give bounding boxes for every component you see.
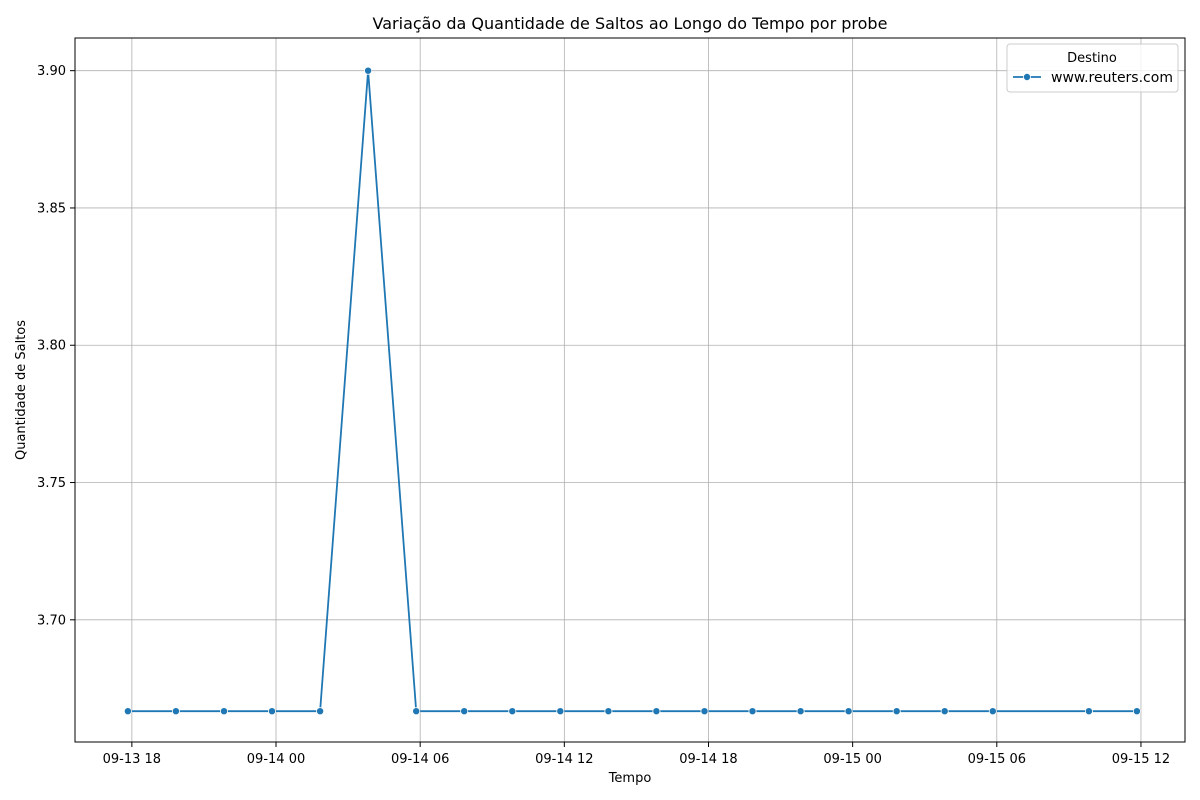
plot-frame [74,37,1186,743]
x-tick-label: 09-15 06 [968,752,1026,767]
data-point [219,707,228,716]
y-tick-label: 3.70 [37,613,66,628]
x-tick-label: 09-14 00 [247,752,305,767]
grid [75,38,1185,742]
y-tick-label: 3.80 [37,339,66,354]
data-point [700,707,709,716]
data-point [316,707,325,716]
data-point [460,707,469,716]
data-point [988,707,997,716]
data-point [748,707,757,716]
data-point [604,707,613,716]
y-tick-label: 3.90 [37,64,66,79]
legend: Destino www.reuters.com [1006,43,1179,93]
data-point [1084,707,1093,716]
data-point [556,707,565,716]
y-axis-title: Quantidade de Saltos [14,320,29,460]
data-point [171,707,180,716]
series-layer [123,66,1141,716]
data-point [940,707,949,716]
y-tick-label: 3.75 [37,476,66,491]
data-point [652,707,661,716]
data-point [1132,707,1141,716]
legend-marker [1023,73,1032,82]
data-point [123,707,132,716]
data-point [796,707,805,716]
chart-title: Variação da Quantidade de Saltos ao Long… [373,14,888,33]
x-tick-label: 09-15 00 [823,752,881,767]
legend-label: www.reuters.com [1051,70,1173,86]
data-point [267,707,276,716]
legend-box [1006,43,1179,93]
x-tick-label: 09-14 12 [535,752,593,767]
y-tick-label: 3.85 [37,201,66,216]
x-tick-label: 09-14 06 [391,752,449,767]
data-point [508,707,517,716]
x-tick-label: 09-13 18 [103,752,161,767]
x-tick-label: 09-14 18 [679,752,737,767]
data-point [412,707,421,716]
data-point [844,707,853,716]
data-point [364,66,373,75]
legend-title: Destino [1067,51,1117,66]
data-point [892,707,901,716]
axis-ticks: 09-13 18 09-14 00 09-14 06 09-14 12 09-14 18… [37,64,1170,767]
x-tick-label: 09-15 12 [1112,752,1170,767]
x-axis-title: Tempo [608,771,652,786]
